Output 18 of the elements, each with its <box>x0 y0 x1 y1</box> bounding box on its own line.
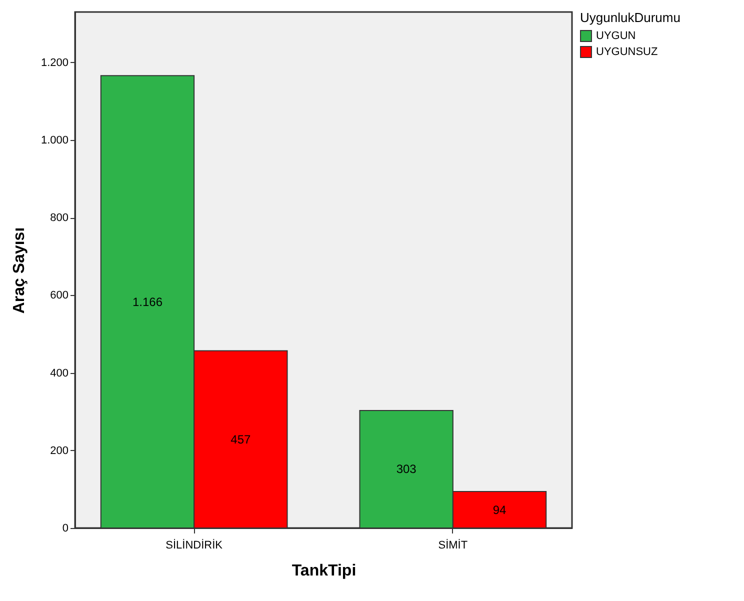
data-label: 457 <box>230 432 251 446</box>
y-tick-label: 1.200 <box>40 56 68 69</box>
y-tick-label: 600 <box>50 290 68 302</box>
x-tick-label: SİLİNDİRİK <box>166 538 224 552</box>
y-tick-label: 800 <box>50 212 68 224</box>
x-axis-title: TankTipi <box>292 562 356 580</box>
y-tick-label: 200 <box>50 444 68 457</box>
data-label: 1.166 <box>132 294 163 309</box>
data-label: 94 <box>492 502 507 517</box>
y-tick-label: 400 <box>50 367 68 380</box>
legend-label: UYGUNSUZ <box>596 46 658 58</box>
legend-title: UygunlukDurumu <box>580 10 680 25</box>
y-tick-label: 0 <box>62 522 68 534</box>
x-tick-label: SİMİT <box>438 538 468 552</box>
y-axis-title: Araç Sayısı <box>10 227 28 314</box>
legend-label: UYGUN <box>596 30 636 42</box>
data-label: 303 <box>396 462 417 476</box>
y-tick-label: 1.000 <box>40 134 68 147</box>
